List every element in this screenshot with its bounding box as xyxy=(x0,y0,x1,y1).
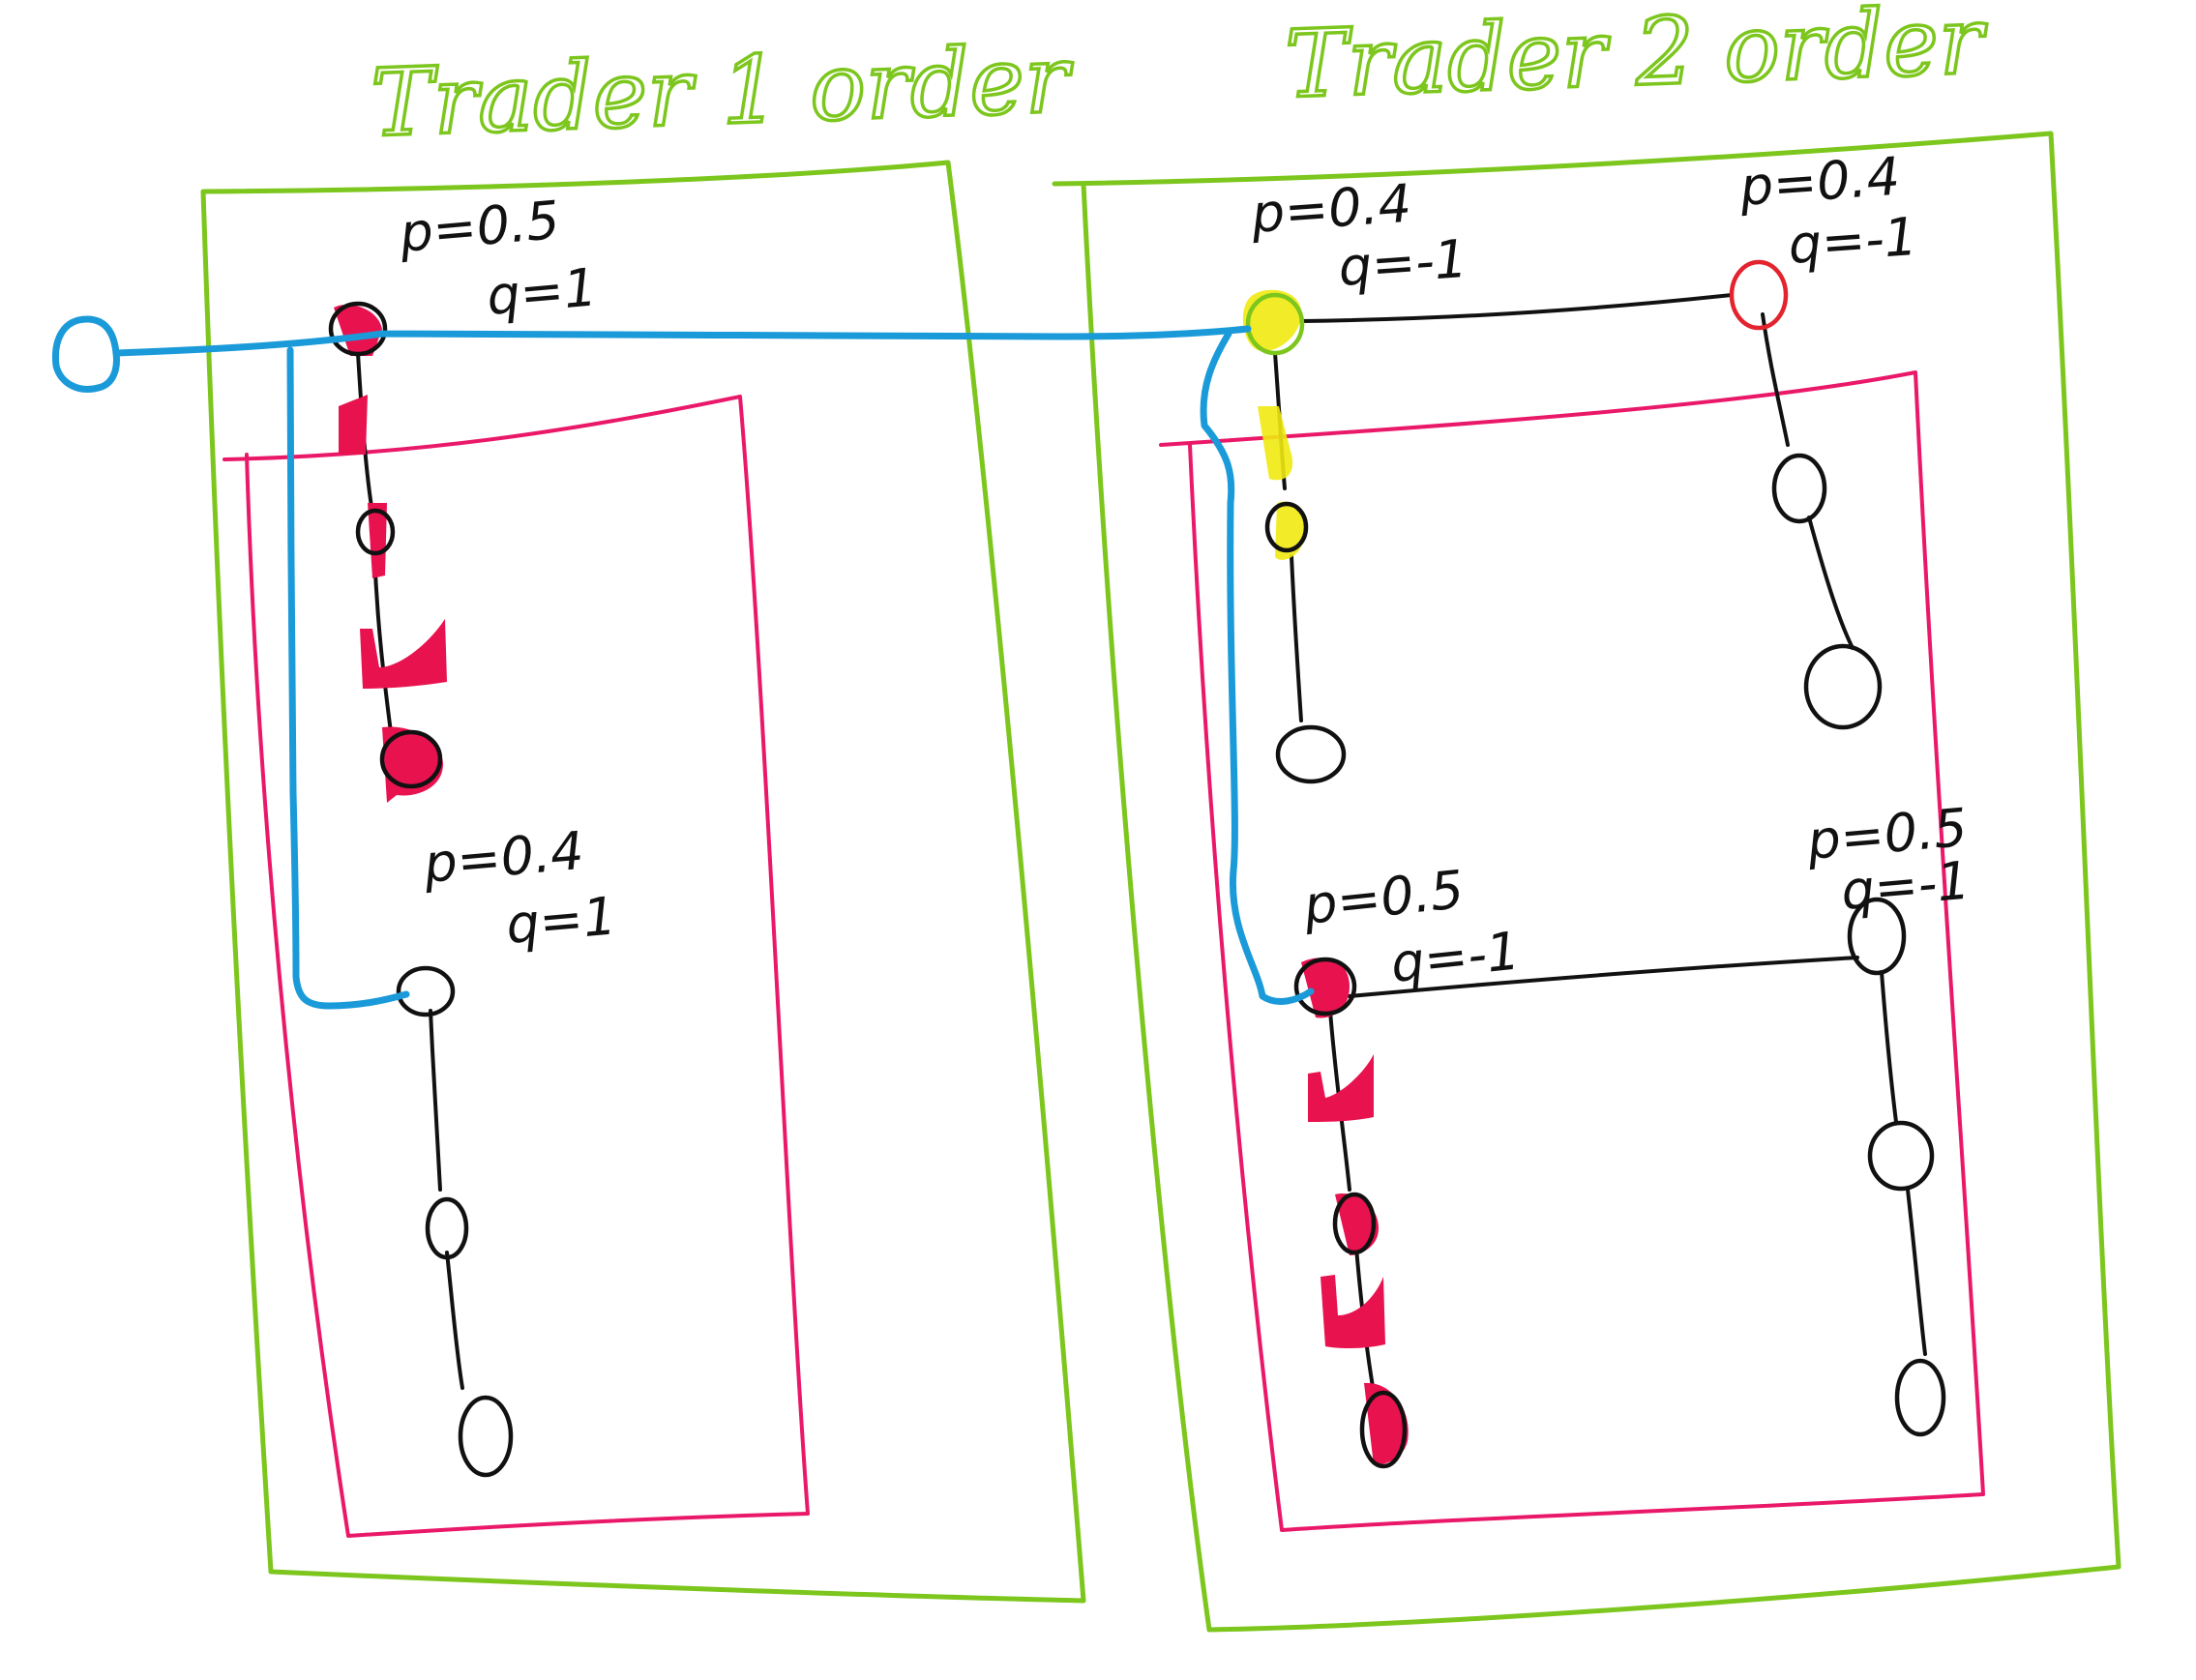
blue-route xyxy=(112,325,1315,1010)
t2-red-fills xyxy=(1301,958,1409,1465)
t2-br-node-1 xyxy=(1847,897,1907,976)
t2-bl-node1-fill xyxy=(1301,958,1350,1018)
t2-tr-q-label: q=-1 xyxy=(1787,206,1919,276)
trader2-inner-box xyxy=(1159,370,1985,1532)
t1-bottom-chain-line xyxy=(429,1009,464,1390)
t2-bl-node-2 xyxy=(1332,1192,1377,1255)
t1-top-p-label: p=0.5 xyxy=(397,190,562,264)
t2-red-bracket-1 xyxy=(1308,1054,1374,1122)
t2-tl-node-3 xyxy=(1275,724,1347,784)
t2-br-q-label: q=-1 xyxy=(1839,850,1973,922)
t2-tr-node-2 xyxy=(1771,453,1827,524)
t1-node-3 xyxy=(379,729,443,789)
t2-br-node-2 xyxy=(1867,1120,1935,1192)
t2-br-p-label: p=0.5 xyxy=(1804,797,1970,871)
t2-tl-node-1 xyxy=(1245,292,1305,356)
t1-bottom-p-label: p=0.4 xyxy=(421,820,586,895)
trader1-inner-box xyxy=(223,395,810,1538)
trader1-title: Trader 1 order xyxy=(370,25,1076,158)
trader1-outer-box xyxy=(200,160,1086,1604)
t2-bl-node-3 xyxy=(1359,1390,1408,1469)
t2-yellow-stroke-1 xyxy=(1258,406,1293,481)
t2-tr-p-label: p=0.4 xyxy=(1737,146,1902,218)
t2-bl-p-label: p=0.5 xyxy=(1300,859,1467,936)
t1-red-fills xyxy=(334,304,447,803)
trader2-title: Trader 2 order xyxy=(1284,0,1990,119)
t1-node-2 xyxy=(355,508,396,556)
t2-tl-p-label: p=0.4 xyxy=(1249,173,1413,245)
t1-red-bracket-3 xyxy=(360,619,447,689)
t2-bl-q-label: q=-1 xyxy=(1388,920,1523,994)
t1-node-6 xyxy=(458,1395,514,1478)
t2-tr-node-1 xyxy=(1729,259,1789,331)
t1-bottom-q-label: q=1 xyxy=(504,885,619,956)
t1-node-5 xyxy=(425,1196,469,1260)
t2-bottom-connector xyxy=(1348,956,1859,998)
t1-red-bracket-1 xyxy=(339,395,368,455)
t2-bl-node-1 xyxy=(1293,957,1357,1017)
t2-top-right-chain-line xyxy=(1761,312,1855,650)
t2-tr-node-3 xyxy=(1803,643,1883,730)
trader2-outer-box xyxy=(1052,131,2122,1633)
t2-tl-node-2 xyxy=(1264,501,1309,553)
t1-red-bracket-2 xyxy=(368,503,387,578)
t2-red-bracket-2 xyxy=(1321,1275,1385,1349)
t2-tl-node1-fill xyxy=(1242,289,1302,351)
t2-tl-q-label: q=-1 xyxy=(1337,228,1469,298)
t2-bottom-right-chain-line xyxy=(1880,970,1927,1356)
nodes xyxy=(328,259,1946,1478)
t2-yellow-fills xyxy=(1242,289,1305,560)
blue-start-loop xyxy=(51,315,120,393)
t1-node-top xyxy=(328,301,388,357)
t2-bl-node3-fill xyxy=(1335,1194,1379,1255)
t1-node1-fill xyxy=(334,304,382,356)
t1-top-q-label: q=1 xyxy=(485,256,600,327)
t1-node-bottom xyxy=(396,965,456,1017)
t2-top-connector xyxy=(1299,293,1734,323)
t2-br-node-3 xyxy=(1894,1358,1946,1437)
